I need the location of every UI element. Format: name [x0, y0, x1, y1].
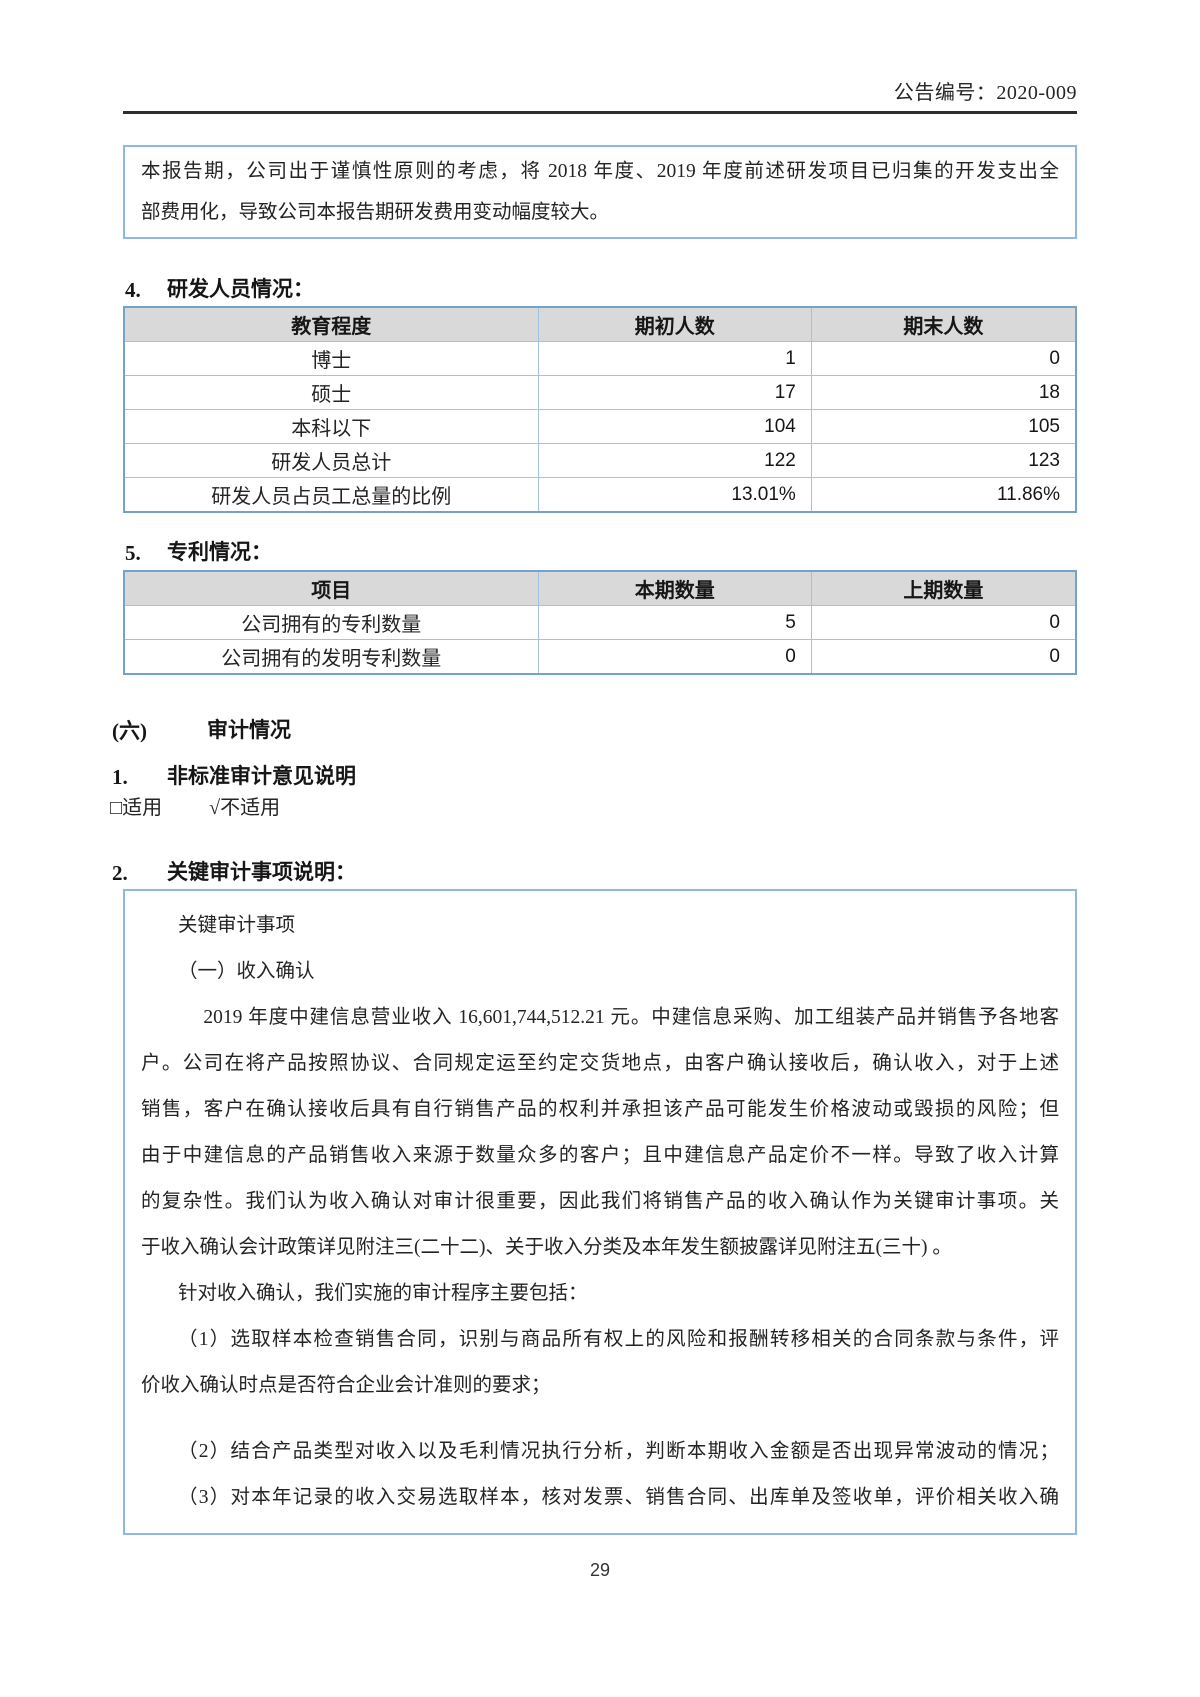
table-cell: 0	[810, 605, 1077, 640]
checkmark-not-applicable-option: √不适用	[209, 797, 281, 819]
table-cell: 5	[537, 605, 812, 640]
table-cell: 本科以下	[123, 409, 539, 444]
subsection-number: 1.	[112, 765, 128, 789]
table-cell: 105	[810, 409, 1077, 444]
table-cell: 0	[810, 639, 1077, 675]
section-number: 5.	[125, 541, 141, 565]
text-line: 价收入确认时点是否符合企业会计准则的要求；	[141, 1375, 551, 1396]
table-cell: 13.01%	[537, 477, 812, 513]
table-row: 博士 1 0	[123, 341, 1077, 376]
table-cell: 研发人员占员工总量的比例	[123, 477, 539, 513]
table-row: 研发人员占员工总量的比例 13.01% 11.86%	[123, 477, 1077, 513]
text-line: 针对收入确认，我们实施的审计程序主要包括：	[178, 1283, 588, 1304]
table-cell: 公司拥有的专利数量	[123, 605, 539, 640]
subsection-number: 2.	[112, 861, 128, 885]
table-cell: 0	[810, 341, 1077, 376]
column-header: 期初人数	[537, 306, 812, 342]
table-cell: 博士	[123, 341, 539, 376]
subsection-title: 关键审计事项说明：	[167, 861, 356, 884]
table-cell: 18	[810, 375, 1077, 410]
section-6-heading: (六) 审计情况	[112, 719, 1077, 743]
table-cell: 104	[537, 409, 812, 444]
patents-table: 项目 本期数量 上期数量 公司拥有的专利数量 5 0 公司拥有的发明专利数量 0 0	[123, 570, 1077, 675]
text-line: 的复杂性。我们认为收入确认对审计很重要，因此我们将销售产品的收入确认作为关键审计…	[141, 1191, 1059, 1212]
text-line: 关键审计事项	[178, 915, 296, 936]
table-row: 公司拥有的发明专利数量 0 0	[123, 639, 1077, 675]
section-title: 研发人员情况：	[167, 278, 314, 301]
text-line: 由于中建信息的产品销售收入来源于数量众多的客户；且中建信息产品定价不一样。导致了…	[141, 1145, 1059, 1166]
column-header: 项目	[123, 570, 539, 606]
table-cell: 1	[537, 341, 812, 376]
table-cell: 122	[537, 443, 812, 478]
text-line: （2）结合产品类型对收入以及毛利情况执行分析，判断本期收入金额是否出现异常波动的…	[178, 1441, 1059, 1462]
column-header: 期末人数	[810, 306, 1077, 342]
text-line: （3）对本年记录的收入交易选取样本，核对发票、销售合同、出库单及签收单，评价相关…	[178, 1487, 1059, 1508]
table-cell: 0	[537, 639, 812, 675]
section-5-heading: 5. 专利情况：	[125, 541, 1077, 565]
section-title: 专利情况：	[167, 541, 272, 564]
page-content: 公告编号：2020-009 本报告期，公司出于谨慎性原则的考虑，将 2018 年…	[110, 0, 1077, 1581]
table-row: 公司拥有的专利数量 5 0	[123, 605, 1077, 640]
table-cell: 研发人员总计	[123, 443, 539, 478]
table-header-row: 项目 本期数量 上期数量	[123, 570, 1077, 606]
text-line: 于收入确认会计政策详见附注三(二十二)、关于收入分类及本年发生额披露详见附注五(…	[141, 1237, 952, 1258]
nonstandard-opinion-heading: 1. 非标准审计意见说明	[112, 765, 1077, 789]
page-number: 29	[589, 1560, 611, 1580]
text-line: 户。公司在将产品按照协议、合同规定运至约定交货地点，由客户确认接收后，确认收入，…	[141, 1053, 1059, 1074]
column-header: 教育程度	[123, 306, 539, 342]
column-header: 上期数量	[810, 570, 1077, 606]
table-cell: 123	[810, 443, 1077, 478]
table-cell: 11.86%	[810, 477, 1077, 513]
subsection-title: 非标准审计意见说明	[167, 765, 356, 788]
table-row: 本科以下 104 105	[123, 409, 1077, 444]
table-header-row: 教育程度 期初人数 期末人数	[123, 306, 1077, 342]
table-cell: 硕士	[123, 375, 539, 410]
section-4-heading: 4. 研发人员情况：	[125, 278, 1077, 302]
key-audit-matters-heading: 2. 关键审计事项说明：	[112, 861, 1077, 885]
header-divider	[123, 111, 1077, 114]
key-audit-matters-box: 关键审计事项 （一）收入确认 2019 年度中建信息营业收入 16,601,744,…	[123, 889, 1077, 1535]
text-line: 部费用化，导致公司本报告期研发费用变动幅度较大。	[141, 202, 610, 223]
section-title: 审计情况	[207, 719, 291, 742]
table-cell: 17	[537, 375, 812, 410]
rd-personnel-table: 教育程度 期初人数 期末人数 博士 1 0 硕士 17 18 本科以下 104 105 研发人员总计 12…	[123, 306, 1077, 513]
section-number: 4.	[125, 278, 141, 302]
announcement-number: 公告编号：2020-009	[893, 82, 1077, 104]
applicability-options: □适用 √不适用	[110, 796, 1077, 820]
table-cell: 公司拥有的发明专利数量	[123, 639, 539, 675]
text-line: 本报告期，公司出于谨慎性原则的考虑，将 2018 年度、2019 年度前述研发项…	[141, 161, 1059, 182]
text-line: 销售，客户在确认接收后具有自行销售产品的权利并承担该产品可能发生价格波动或毁损的…	[141, 1099, 1059, 1120]
column-header: 本期数量	[537, 570, 812, 606]
text-line: （一）收入确认	[178, 961, 315, 982]
checkbox-applicable-option: □适用	[110, 797, 163, 819]
table-row: 研发人员总计 122 123	[123, 443, 1077, 478]
text-line: （1）选取样本检查销售合同，识别与商品所有权上的风险和报酬转移相关的合同条款与条…	[178, 1329, 1059, 1350]
text-line: 2019 年度中建信息营业收入 16,601,744,512.21 元。中建信息…	[203, 1007, 1059, 1028]
table-row: 硕士 17 18	[123, 375, 1077, 410]
section-number: (六)	[112, 719, 147, 743]
rd-expense-notice-box: 本报告期，公司出于谨慎性原则的考虑，将 2018 年度、2019 年度前述研发项…	[123, 145, 1077, 239]
